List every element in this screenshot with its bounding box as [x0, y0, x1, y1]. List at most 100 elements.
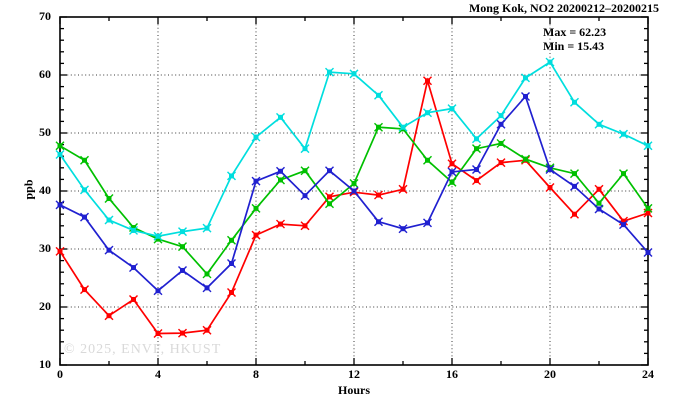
marker-blue-h22 [596, 206, 602, 212]
chart-title: Mong Kok, NO2 20200212–20200215 [468, 1, 659, 15]
x-tick-label-20: 20 [544, 367, 556, 381]
marker-red-h18 [498, 160, 504, 166]
marker-cyan-h22 [596, 121, 602, 127]
marker-blue-h7 [229, 261, 234, 266]
marker-red-h15 [425, 78, 430, 84]
marker-blue-h10 [302, 193, 308, 199]
marker-blue-h24 [645, 249, 651, 255]
marker-red-h21 [572, 211, 577, 217]
marker-green-h7 [229, 237, 234, 243]
marker-green-h22 [596, 200, 602, 206]
x-axis-title: Hours [337, 383, 370, 397]
marker-green-h15 [425, 157, 430, 163]
marker-green-h1 [82, 157, 87, 163]
marker-red-h3 [131, 296, 136, 302]
x-tick-label-4: 4 [155, 367, 161, 381]
marker-red-h1 [82, 287, 87, 293]
marker-cyan-h18 [498, 113, 504, 119]
marker-blue-h17 [474, 167, 479, 173]
x-tick-label-8: 8 [253, 367, 259, 381]
marker-green-h16 [449, 179, 455, 185]
marker-cyan-h13 [376, 92, 381, 98]
marker-green-h13 [376, 124, 381, 130]
marker-green-h9 [278, 177, 283, 183]
marker-blue-h13 [376, 219, 381, 225]
marker-green-h2 [106, 196, 112, 202]
marker-red-h5 [180, 330, 185, 336]
marker-blue-h3 [131, 265, 136, 271]
marker-blue-h18 [498, 121, 504, 127]
marker-cyan-h9 [278, 114, 283, 120]
marker-cyan-h10 [302, 146, 308, 152]
marker-cyan-h2 [106, 217, 112, 223]
marker-blue-h12 [351, 188, 357, 194]
marker-red-h10 [302, 223, 308, 229]
marker-red-h13 [376, 192, 381, 198]
marker-green-h21 [572, 171, 577, 177]
marker-green-h4 [155, 236, 161, 242]
marker-cyan-h0 [57, 151, 63, 157]
series-blue [55, 91, 653, 296]
y-tick-label-60: 60 [39, 67, 51, 81]
marker-red-h17 [474, 178, 479, 184]
marker-green-h0 [57, 143, 63, 149]
marker-blue-h19 [523, 93, 528, 99]
y-tick-label-40: 40 [39, 183, 51, 197]
marker-cyan-h16 [449, 106, 455, 112]
marker-blue-h2 [106, 247, 112, 253]
marker-green-h3 [131, 225, 136, 231]
marker-green-h10 [302, 168, 308, 174]
y-tick-label-30: 30 [39, 241, 51, 255]
marker-red-h0 [57, 248, 63, 254]
marker-red-h22 [596, 186, 602, 192]
marker-blue-h8 [253, 178, 259, 184]
marker-red-h2 [106, 313, 112, 319]
marker-cyan-h4 [155, 233, 161, 239]
watermark: © 2025, ENVF, HKUST [64, 342, 222, 357]
max-stat-label: Max = 62.23 [543, 25, 607, 39]
marker-red-h4 [155, 331, 161, 337]
marker-green-h17 [474, 146, 479, 152]
marker-red-h9 [278, 221, 283, 227]
x-tick-label-16: 16 [446, 367, 458, 381]
marker-green-h19 [523, 156, 528, 162]
marker-cyan-h11 [327, 69, 332, 75]
marker-blue-h6 [204, 285, 210, 291]
marker-green-h12 [351, 180, 357, 186]
marker-blue-h0 [57, 202, 63, 208]
min-stat-label: Min = 15.43 [543, 39, 605, 53]
y-axis-title: ppb [21, 179, 36, 200]
marker-cyan-h5 [180, 229, 185, 235]
marker-red-h23 [621, 218, 626, 224]
marker-cyan-h21 [572, 99, 577, 105]
marker-red-h24 [645, 210, 651, 216]
marker-blue-h11 [327, 168, 332, 174]
marker-cyan-h7 [229, 173, 234, 179]
marker-cyan-h19 [523, 75, 528, 81]
marker-red-h6 [204, 327, 210, 333]
marker-red-h11 [327, 194, 332, 200]
marker-green-h24 [645, 205, 651, 211]
marker-blue-h9 [278, 168, 283, 174]
marker-cyan-h15 [425, 110, 430, 116]
marker-blue-h1 [82, 214, 87, 220]
marker-cyan-h12 [351, 71, 357, 77]
marker-green-h5 [180, 244, 185, 250]
marker-cyan-h6 [204, 225, 210, 231]
marker-cyan-h23 [621, 131, 626, 137]
x-tick-label-0: 0 [57, 367, 63, 381]
y-tick-label-70: 70 [39, 9, 51, 23]
marker-red-h20 [547, 185, 553, 191]
marker-blue-h16 [449, 169, 455, 175]
marker-cyan-h3 [131, 227, 136, 233]
marker-green-h18 [498, 140, 504, 146]
marker-red-h14 [400, 186, 406, 192]
x-tick-label-12: 12 [348, 367, 360, 381]
marker-cyan-h14 [400, 124, 406, 130]
marker-green-h8 [253, 205, 259, 211]
marker-blue-h21 [572, 183, 577, 189]
marker-cyan-h24 [645, 143, 651, 149]
marker-cyan-h1 [82, 187, 87, 193]
